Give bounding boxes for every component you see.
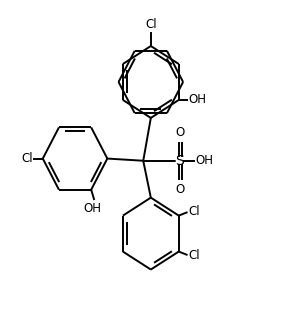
Text: O: O	[175, 183, 185, 196]
Text: O: O	[175, 126, 185, 139]
Text: OH: OH	[83, 202, 102, 214]
Text: Cl: Cl	[188, 205, 200, 218]
Text: Cl: Cl	[21, 152, 33, 165]
Text: Cl: Cl	[188, 249, 200, 262]
Text: Cl: Cl	[145, 18, 157, 31]
Text: OH: OH	[195, 154, 213, 167]
Text: OH: OH	[189, 94, 207, 106]
Text: S: S	[175, 154, 184, 168]
